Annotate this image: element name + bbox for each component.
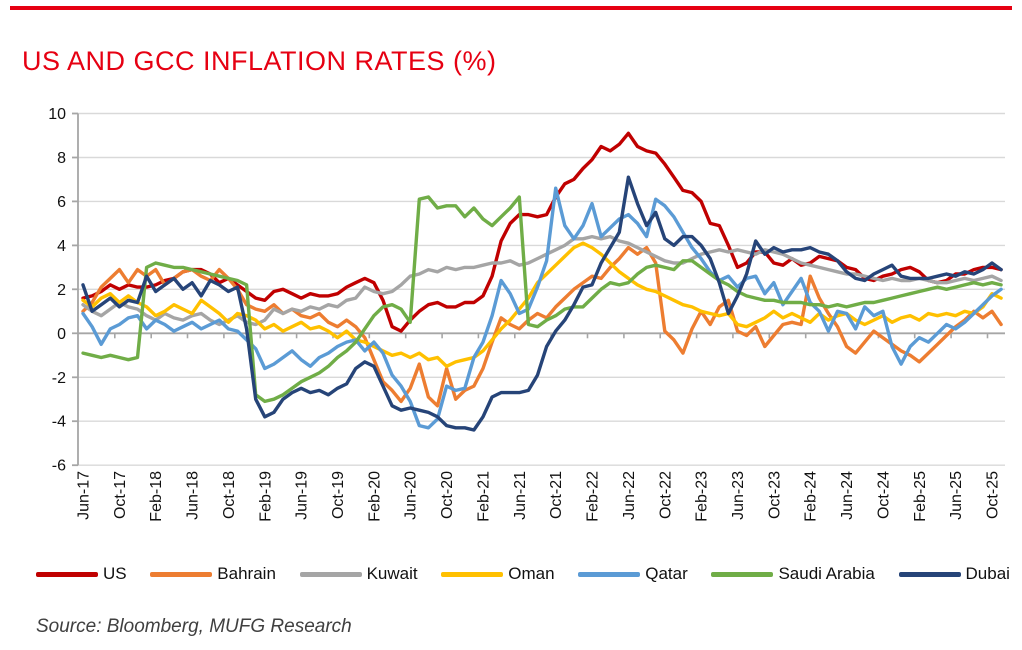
chart-title: US AND GCC INFLATION RATES (%)	[22, 46, 497, 76]
x-tick-label: Oct-25	[985, 471, 1002, 519]
x-tick-label: Feb-18	[148, 471, 165, 522]
legend-item-kuwait: Kuwait	[299, 564, 418, 584]
top-accent-rule	[10, 6, 1012, 10]
x-tick-label: Feb-21	[476, 471, 493, 522]
x-tick-label: Feb-22	[585, 471, 602, 522]
legend-item-us: US	[36, 564, 127, 584]
x-tick-label: Jun-17	[76, 471, 93, 520]
legend-label: Oman	[508, 564, 555, 583]
x-tick-label: Jun-22	[621, 471, 638, 520]
legend-label: Saudi Arabia	[778, 564, 875, 583]
x-tick-label: Oct-24	[875, 471, 892, 519]
legend-swatch-bahrain	[150, 571, 213, 577]
legend-swatch-qatar	[578, 571, 641, 577]
x-tick-label: Jun-25	[948, 471, 965, 520]
legend-item-saudi-arabia: Saudi Arabia	[711, 564, 875, 584]
legend-item-oman: Oman	[441, 564, 555, 584]
x-tick-label: Feb-20	[366, 471, 383, 522]
legend-item-qatar: Qatar	[578, 564, 688, 584]
x-tick-label: Feb-19	[257, 471, 274, 522]
x-tick-label: Jun-20	[403, 471, 420, 520]
x-tick-label: Oct-21	[548, 471, 565, 519]
x-tick-label: Jun-21	[512, 471, 529, 520]
y-tick-label: 6	[57, 194, 66, 211]
legend-label: Kuwait	[366, 564, 418, 583]
legend-swatch-dubai	[898, 571, 961, 577]
y-tick-label: 0	[57, 326, 66, 343]
legend-label: Bahrain	[217, 564, 276, 583]
y-tick-label: 10	[48, 106, 66, 123]
y-tick-label: 2	[57, 282, 66, 299]
series-line-dubai	[81, 175, 1003, 432]
x-tick-label: Jun-19	[294, 471, 311, 520]
x-tick-label: Feb-23	[694, 471, 711, 522]
y-tick-label: -4	[52, 414, 66, 431]
x-tick-label: Jun-23	[730, 471, 747, 520]
source-note: Source: Bloomberg, MUFG Research	[36, 616, 352, 637]
y-tick-label: 8	[57, 150, 66, 167]
x-tick-label: Oct-19	[330, 471, 347, 519]
legend-swatch-kuwait	[299, 571, 362, 577]
x-tick-label: Feb-24	[803, 471, 820, 522]
legend-label: Dubai	[965, 564, 1010, 583]
x-tick-label: Jun-24	[839, 471, 856, 520]
x-tick-label: Jun-18	[185, 471, 202, 520]
y-tick-label: -2	[52, 370, 66, 387]
x-tick-label: Oct-17	[112, 471, 129, 519]
y-tick-label: 4	[57, 238, 66, 255]
legend-label: US	[103, 564, 127, 583]
legend-item-dubai: Dubai	[898, 564, 1010, 584]
legend-swatch-us	[36, 571, 98, 577]
x-tick-label: Feb-25	[912, 471, 929, 522]
series-line-oman	[81, 241, 1003, 368]
x-tick-label: Oct-22	[657, 471, 674, 519]
legend-swatch-saudi-arabia	[711, 571, 774, 577]
legend-item-bahrain: Bahrain	[150, 564, 276, 584]
x-tick-label: Oct-20	[439, 471, 456, 519]
chart-legend: US Bahrain Kuwait Oman Qatar Saudi Arabia Duba…	[36, 564, 1010, 584]
y-tick-label: -6	[52, 458, 66, 475]
legend-swatch-oman	[441, 571, 504, 577]
series-line-us	[81, 131, 1003, 333]
x-tick-label: Oct-23	[766, 471, 783, 519]
legend-label: Qatar	[645, 564, 688, 583]
x-tick-label: Oct-18	[221, 471, 238, 519]
series-line-qatar	[81, 186, 1003, 430]
series-line-saudi-arabia	[81, 195, 1003, 404]
